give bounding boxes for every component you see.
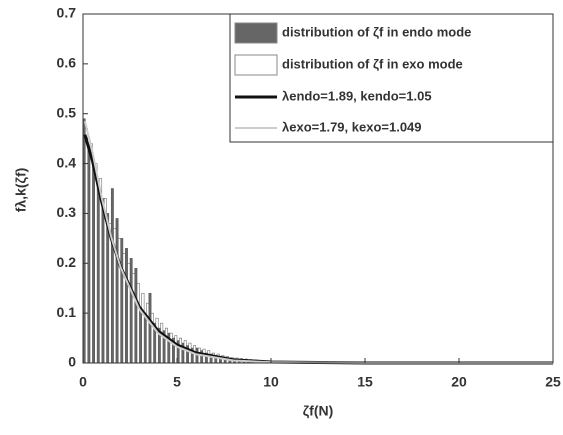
legend-label: λexo=1.79, kexo=1.049 [282, 119, 422, 134]
legend-swatch [234, 22, 278, 44]
y-tick-label: 0.7 [57, 5, 77, 21]
histogram-bar [129, 258, 133, 364]
histogram-bar [87, 148, 91, 364]
y-tick-label: 0.2 [57, 254, 77, 270]
histogram-bar [165, 327, 168, 364]
histogram-bar [108, 223, 112, 364]
legend-swatch [234, 54, 278, 76]
y-tick-label: 0 [68, 354, 76, 370]
x-axis-label: ζf(N) [303, 403, 334, 419]
histogram-bar [169, 332, 173, 364]
histogram-bar [155, 317, 159, 364]
histogram-bar [92, 168, 96, 364]
histogram-bar [136, 282, 140, 364]
histogram-bar [110, 188, 114, 364]
x-tick-label: 10 [263, 374, 279, 390]
histogram-bar [141, 292, 145, 364]
x-tick-label: 0 [79, 374, 87, 390]
y-tick-label: 0.6 [57, 55, 77, 71]
histogram-bar [94, 163, 98, 364]
x-tick-label: 25 [545, 374, 561, 390]
histogram-bar [146, 302, 150, 364]
histogram-bar [115, 218, 119, 364]
y-tick-label: 0.3 [57, 204, 77, 220]
histogram-bar [96, 183, 100, 364]
y-tick-label: 0.5 [57, 104, 77, 120]
y-tick-label: 0.1 [57, 304, 77, 320]
histogram-bar [125, 248, 128, 364]
histogram-bar [134, 268, 138, 364]
histogram-bar [139, 307, 142, 364]
histogram-bar [106, 213, 110, 364]
x-tick-label: 5 [173, 374, 181, 390]
x-tick-label: 20 [451, 374, 467, 390]
histogram-bar [120, 238, 124, 364]
histogram-bar [101, 198, 105, 364]
legend-label: λendo=1.89, kendo=1.05 [282, 88, 432, 103]
histogram-bar [127, 263, 131, 364]
histogram-bar [148, 292, 152, 364]
legend-box [229, 13, 554, 143]
y-tick-label: 0.4 [57, 154, 77, 170]
histogram-bar [89, 143, 93, 364]
histogram-bar [143, 312, 147, 364]
histogram-bar [160, 322, 164, 364]
histogram-bar [132, 273, 135, 364]
x-tick-label: 15 [357, 374, 373, 390]
histogram-bar [183, 340, 187, 364]
legend-label: distribution of ζf in endo mode [282, 24, 471, 39]
y-axis-label: fλ,k(ζf) [13, 168, 29, 213]
histogram-bar [179, 337, 182, 364]
legend-label: distribution of ζf in exo mode [282, 56, 463, 71]
